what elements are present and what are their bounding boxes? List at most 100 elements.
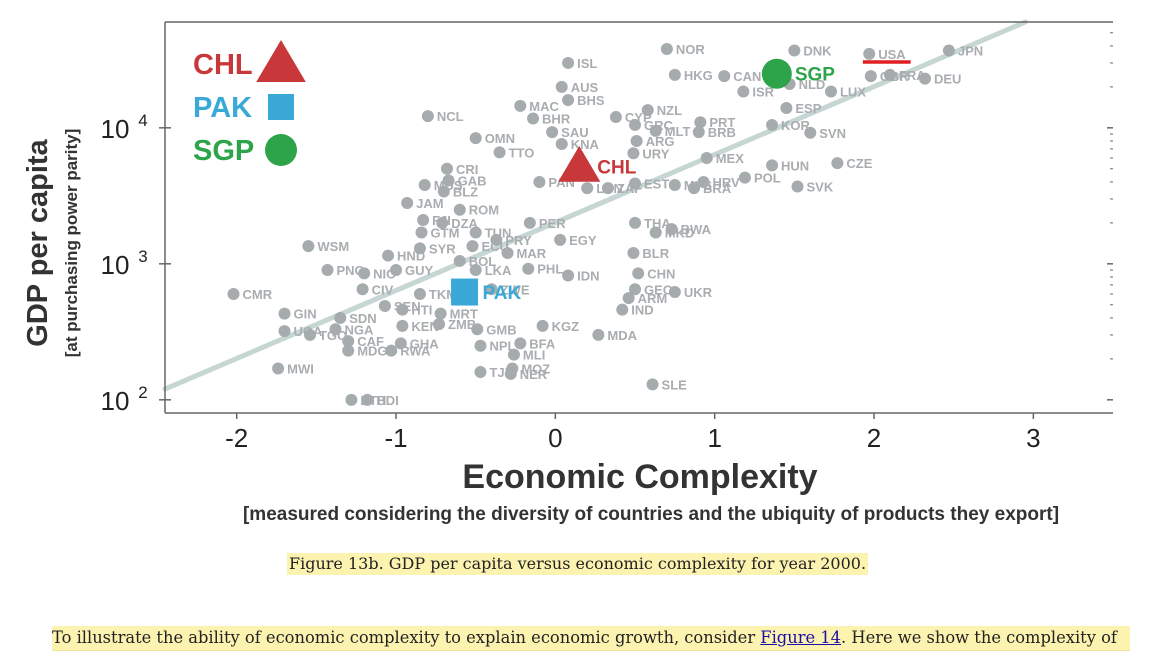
point-label: MKD: [665, 225, 695, 240]
data-point: [390, 264, 403, 277]
point-label: BDI: [376, 393, 398, 408]
point-label: HUN: [781, 158, 809, 173]
data-point: [418, 178, 431, 191]
figure-caption: Figure 13b. GDP per capita versus econom…: [287, 553, 869, 575]
data-point: [546, 126, 559, 139]
data-point: [358, 267, 371, 280]
data-point: [883, 68, 896, 81]
data-point: [441, 162, 454, 175]
point-label: CHN: [647, 266, 675, 281]
data-point: [474, 339, 487, 352]
data-point: [522, 262, 535, 275]
data-point: [668, 286, 681, 299]
data-point: [490, 233, 503, 246]
point-label: SDN: [349, 311, 376, 326]
data-point: [649, 226, 662, 239]
point-label: NPL: [489, 339, 515, 354]
point-label: NIC: [373, 266, 396, 281]
point-label: GMB: [486, 322, 516, 337]
x-tick-label: -1: [384, 423, 407, 453]
data-point: [536, 319, 549, 332]
highlight-marker-pak: [451, 278, 479, 306]
data-point: [272, 362, 285, 375]
trend-line: [162, 19, 1028, 392]
data-point: [627, 247, 640, 260]
point-label: NER: [520, 367, 548, 382]
data-point: [641, 104, 654, 117]
point-label: LUX: [840, 84, 866, 99]
point-label: PRT: [709, 115, 735, 130]
highlight-marker-sgp: [761, 58, 792, 89]
point-label: DZA: [451, 216, 478, 231]
point-label: BLR: [642, 246, 669, 261]
data-point: [302, 240, 315, 253]
data-point: [766, 118, 779, 131]
data-point: [453, 254, 466, 267]
point-label: BRB: [708, 125, 736, 140]
point-label: ARG: [646, 134, 675, 149]
point-label: SVK: [807, 180, 834, 195]
data-point: [737, 85, 750, 98]
point-label: ISR: [752, 84, 774, 99]
data-point: [700, 151, 713, 164]
y-tick-label-exponent: 2: [138, 383, 147, 402]
point-label: ZWE: [501, 282, 530, 297]
point-label: TKM: [429, 287, 457, 302]
data-point: [555, 80, 568, 93]
point-label: PRY: [505, 233, 532, 248]
legend-label-pak: PAK: [193, 92, 252, 124]
point-label: CRI: [456, 162, 478, 177]
point-label: SVN: [819, 126, 846, 141]
data-point: [415, 226, 428, 239]
highlight-label-sgp: SGP: [795, 65, 835, 86]
data-point: [863, 47, 876, 60]
data-point: [433, 318, 446, 331]
y-tick-label-base: 10: [101, 114, 130, 144]
data-point: [533, 175, 546, 188]
data-point: [562, 269, 575, 282]
point-label: ESP: [795, 101, 821, 116]
y-axis-subtitle: [at purchasing power parity]: [62, 129, 81, 358]
x-tick-label: 0: [548, 423, 562, 453]
data-point: [329, 323, 342, 336]
point-label: NCL: [437, 109, 464, 124]
point-label: CZE: [846, 156, 872, 171]
y-axis-title: GDP per capita: [22, 138, 54, 346]
data-point: [303, 328, 316, 341]
data-point: [442, 174, 455, 187]
data-point: [581, 182, 594, 195]
point-label: BWA: [681, 222, 712, 237]
highlight-label-chl: CHL: [597, 157, 636, 178]
data-point: [523, 216, 536, 229]
x-axis-subtitle: [measured considering the diversity of c…: [243, 504, 1059, 525]
point-label: GEO: [644, 282, 673, 297]
point-label: THA: [644, 216, 671, 231]
point-label: PER: [539, 216, 566, 231]
point-label: MRT: [450, 307, 478, 322]
data-point: [668, 68, 681, 81]
point-label: USA: [878, 47, 906, 62]
data-point: [396, 319, 409, 332]
x-axis-title: Economic Complexity: [462, 458, 817, 496]
point-label: CMR: [243, 287, 273, 302]
data-point: [361, 393, 374, 406]
data-point: [824, 85, 837, 98]
point-label: SAU: [561, 125, 588, 140]
data-point: [629, 216, 642, 229]
point-label: BRA: [703, 181, 732, 196]
data-point: [738, 171, 751, 184]
point-label: MEX: [716, 151, 745, 166]
figure-14-link[interactable]: Figure 14: [760, 628, 842, 647]
data-point: [471, 323, 484, 336]
data-point: [562, 94, 575, 107]
highlight-marker-chl: [558, 146, 601, 182]
point-label: MWI: [287, 361, 314, 376]
x-tick-label: 3: [1026, 423, 1040, 453]
data-point: [342, 344, 355, 357]
data-point: [791, 180, 804, 193]
data-point: [342, 335, 355, 348]
data-point: [469, 264, 482, 277]
data-point: [421, 110, 434, 123]
data-point: [609, 111, 622, 124]
point-label: SLE: [662, 377, 688, 392]
